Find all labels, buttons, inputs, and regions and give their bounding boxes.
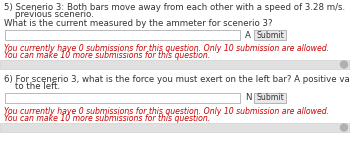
Text: You can make 10 more submissions for this question.: You can make 10 more submissions for thi… — [4, 51, 210, 60]
Text: previous scenerio.: previous scenerio. — [4, 10, 94, 19]
FancyBboxPatch shape — [254, 30, 286, 40]
Text: What is the current measured by the ammeter for scenerio 3?: What is the current measured by the amme… — [4, 19, 273, 28]
Text: You currently have 0 submissions for this question. Only 10 submission are allow: You currently have 0 submissions for thi… — [4, 44, 329, 53]
Text: to the left.: to the left. — [4, 82, 60, 91]
FancyBboxPatch shape — [5, 30, 240, 40]
Text: You currently have 0 submissions for this question. Only 10 submission are allow: You currently have 0 submissions for thi… — [4, 107, 329, 116]
Text: A: A — [245, 30, 251, 39]
FancyBboxPatch shape — [254, 93, 286, 103]
Text: 6) For scenerio 3, what is the force you must exert on the left bar? A positive : 6) For scenerio 3, what is the force you… — [4, 75, 350, 84]
Text: Submit: Submit — [256, 30, 284, 39]
Circle shape — [341, 61, 348, 68]
Circle shape — [341, 124, 348, 131]
FancyBboxPatch shape — [0, 123, 349, 132]
Text: You can make 10 more submissions for this question.: You can make 10 more submissions for thi… — [4, 114, 210, 123]
Text: N: N — [245, 93, 252, 103]
Text: 5) Scenerio 3: Both bars move away from each other with a speed of 3.28 m/s.  Th: 5) Scenerio 3: Both bars move away from … — [4, 3, 350, 12]
FancyBboxPatch shape — [5, 93, 240, 103]
FancyBboxPatch shape — [0, 60, 349, 69]
Text: Submit: Submit — [256, 93, 284, 103]
